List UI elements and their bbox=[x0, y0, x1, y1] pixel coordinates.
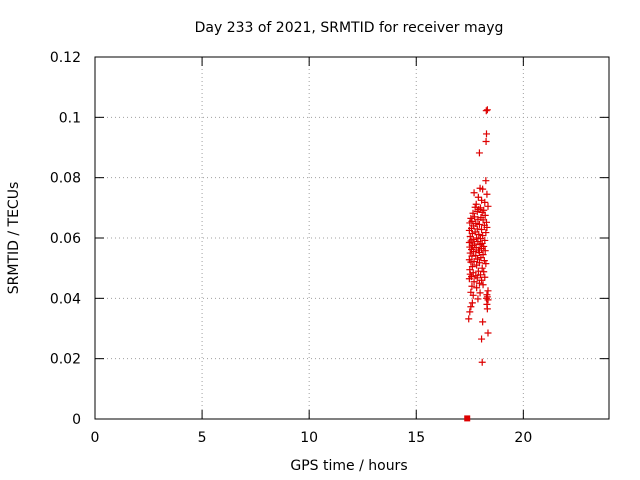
x-tick-label: 10 bbox=[300, 430, 318, 446]
data-point bbox=[483, 305, 491, 313]
data-point bbox=[468, 299, 476, 307]
data-point bbox=[470, 248, 478, 256]
y-tick-label: 0.1 bbox=[59, 110, 81, 126]
data-point bbox=[475, 149, 483, 157]
data-point bbox=[465, 275, 473, 283]
data-point bbox=[483, 190, 491, 198]
data-point bbox=[476, 289, 484, 297]
axis-ticks bbox=[94, 56, 609, 420]
data-point bbox=[478, 264, 486, 272]
data-point bbox=[467, 258, 475, 266]
grid-lines bbox=[95, 57, 609, 419]
data-point bbox=[475, 220, 483, 228]
y-tick-label: 0.06 bbox=[50, 231, 81, 247]
data-point bbox=[472, 200, 480, 208]
x-tick-label: 5 bbox=[198, 430, 207, 446]
data-point bbox=[469, 209, 477, 217]
data-point bbox=[467, 237, 475, 245]
data-point bbox=[474, 193, 482, 201]
data-point bbox=[481, 273, 489, 281]
y-tick-labels: 0 0.02 0.04 0.06 0.08 0.1 0.12 bbox=[50, 50, 81, 428]
data-point bbox=[484, 329, 492, 337]
data-point bbox=[484, 296, 492, 304]
data-point bbox=[478, 226, 486, 234]
data-point bbox=[476, 241, 484, 249]
chart-title: Day 233 of 2021, SRMTID for receiver may… bbox=[195, 20, 504, 36]
data-point bbox=[484, 202, 492, 210]
data-point bbox=[475, 248, 483, 256]
data-point bbox=[466, 219, 474, 227]
data-point bbox=[467, 303, 475, 311]
data-point bbox=[481, 211, 489, 219]
data-point bbox=[473, 234, 481, 242]
x-tick-labels: 0 5 10 15 20 bbox=[91, 430, 533, 446]
y-tick-label: 0.12 bbox=[50, 50, 81, 66]
data-point bbox=[465, 315, 473, 323]
y-tick-label: 0.08 bbox=[50, 171, 81, 187]
data-point bbox=[468, 252, 476, 260]
data-point bbox=[466, 232, 474, 240]
data-point bbox=[474, 215, 482, 223]
data-point bbox=[479, 318, 487, 326]
data-point bbox=[471, 203, 479, 211]
data-point bbox=[479, 185, 487, 193]
data-point bbox=[482, 130, 490, 138]
data-point bbox=[466, 249, 474, 257]
data-point bbox=[482, 229, 490, 237]
y-tick-label: 0.04 bbox=[50, 291, 81, 307]
data-point bbox=[477, 254, 485, 262]
data-point bbox=[473, 274, 481, 282]
data-points bbox=[464, 106, 492, 422]
data-point bbox=[468, 282, 476, 290]
data-point bbox=[475, 230, 483, 238]
data-point bbox=[466, 308, 474, 316]
data-point bbox=[467, 214, 475, 222]
data-point bbox=[477, 271, 484, 279]
data-point bbox=[483, 293, 491, 301]
data-point bbox=[482, 107, 490, 115]
data-point bbox=[481, 198, 489, 206]
y-axis-label: SRMTID / TECUs bbox=[6, 182, 22, 295]
data-point bbox=[483, 223, 491, 231]
data-point bbox=[469, 291, 477, 299]
x-tick-label: 0 bbox=[91, 430, 100, 446]
data-point bbox=[480, 268, 488, 276]
data-point bbox=[474, 267, 482, 275]
data-point bbox=[482, 260, 490, 268]
y-tick-label: 0 bbox=[72, 412, 81, 428]
x-tick-label: 20 bbox=[514, 430, 532, 446]
data-point bbox=[481, 247, 489, 255]
data-point bbox=[482, 177, 490, 185]
data-point bbox=[480, 257, 488, 265]
data-point bbox=[478, 358, 486, 366]
data-point bbox=[478, 208, 486, 216]
data-point bbox=[472, 251, 480, 259]
data-point-square bbox=[464, 415, 471, 422]
data-point bbox=[465, 226, 473, 234]
data-point bbox=[475, 279, 483, 287]
data-point bbox=[470, 278, 478, 286]
x-tick-label: 15 bbox=[407, 430, 425, 446]
data-point bbox=[482, 294, 490, 302]
data-point bbox=[473, 207, 481, 215]
data-point bbox=[479, 281, 487, 289]
y-tick-label: 0.02 bbox=[50, 352, 81, 368]
data-point bbox=[470, 189, 478, 197]
data-point bbox=[478, 245, 486, 253]
data-point bbox=[470, 258, 478, 266]
data-point bbox=[474, 295, 482, 303]
x-axis-label: GPS time / hours bbox=[290, 458, 407, 474]
data-point bbox=[473, 261, 481, 269]
data-point bbox=[482, 137, 490, 145]
data-point bbox=[483, 106, 491, 114]
data-point bbox=[484, 287, 492, 295]
data-point bbox=[473, 284, 481, 292]
data-point bbox=[478, 335, 486, 343]
